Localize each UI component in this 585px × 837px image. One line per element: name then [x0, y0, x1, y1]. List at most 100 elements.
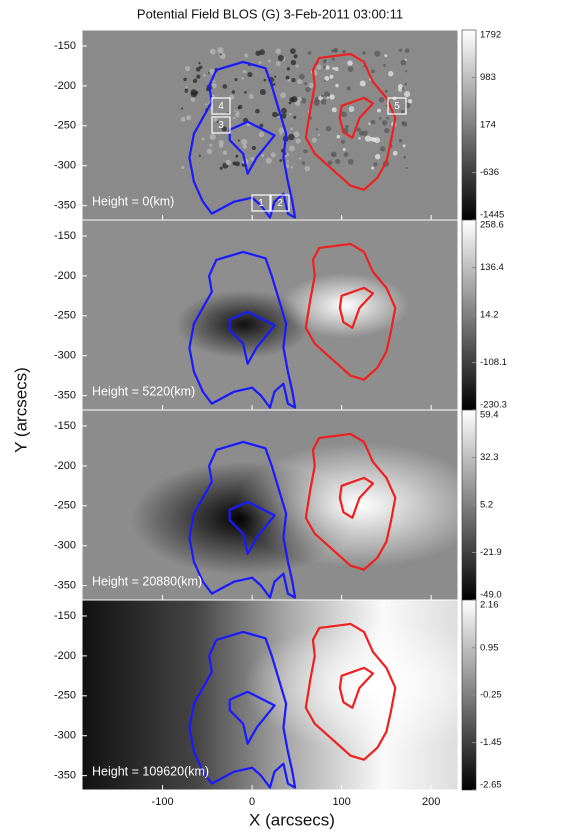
image-speck	[263, 78, 267, 82]
contour	[304, 52, 397, 191]
colorbar-label: -49.0	[480, 590, 502, 601]
y-tick-label: -200	[54, 460, 76, 472]
image-speck	[402, 121, 408, 127]
colorbar-label: 0.95	[480, 642, 499, 653]
contour	[304, 242, 397, 381]
image-speck	[358, 130, 365, 136]
y-tick-label: -150	[54, 40, 76, 52]
image-speck	[371, 166, 375, 170]
colorbar-label: -636	[480, 167, 499, 178]
x-tick-label: 200	[422, 796, 440, 808]
image-speck	[258, 131, 265, 138]
image-speck	[404, 48, 410, 54]
image-speck	[288, 145, 295, 152]
image-speck	[333, 48, 337, 53]
image-speck	[234, 77, 238, 82]
image-speck	[362, 65, 365, 68]
image-speck	[209, 48, 216, 55]
image-speck	[377, 108, 381, 113]
image-speck	[202, 74, 206, 77]
y-tick-label: -300	[54, 540, 76, 552]
image-speck	[296, 96, 302, 103]
image-speck	[315, 128, 319, 131]
image-speck	[336, 134, 341, 139]
image-speck	[334, 66, 339, 72]
height-label: Height = 0(km)	[92, 194, 174, 208]
image-speck	[275, 48, 282, 55]
image-speck	[331, 107, 337, 113]
image-speck	[260, 154, 265, 158]
image-speck	[293, 54, 298, 59]
image-speck	[204, 103, 207, 106]
image-speck	[242, 144, 248, 149]
image-speck	[364, 135, 372, 142]
image-speck	[201, 137, 205, 141]
image-speck	[398, 48, 403, 52]
image-speck	[251, 145, 256, 151]
image	[82, 30, 458, 220]
image-speck	[250, 157, 255, 161]
image-speck	[219, 166, 223, 170]
image-speck	[331, 57, 335, 61]
image-speck	[290, 166, 294, 169]
chart-title: Potential Field BLOS (G) 3-Feb-2011 03:0…	[137, 6, 403, 21]
colorbar-label: 983	[480, 72, 496, 83]
image-speck	[180, 116, 186, 122]
y-tick-label: -150	[54, 610, 76, 622]
x-tick-label: 0	[249, 796, 255, 808]
image-speck	[348, 106, 355, 112]
image-speck	[244, 90, 247, 94]
image-speck	[373, 162, 378, 167]
image-speck	[343, 152, 349, 158]
image-speck	[392, 150, 398, 156]
image-speck	[368, 122, 371, 125]
image-speck	[383, 64, 387, 67]
contour	[188, 60, 297, 219]
image-speck	[237, 139, 240, 142]
image-speck	[335, 83, 339, 88]
panel	[82, 410, 458, 600]
image-speck	[274, 75, 277, 78]
image-speck	[290, 59, 297, 66]
image-speck	[329, 74, 334, 79]
image-speck	[198, 62, 201, 65]
image-speck	[186, 115, 192, 121]
image-speck	[279, 132, 282, 136]
image-speck	[181, 107, 184, 110]
image-speck	[275, 61, 281, 67]
image-speck	[181, 165, 185, 169]
image-speck	[347, 66, 354, 73]
image-speck	[248, 93, 254, 99]
contour	[338, 286, 375, 329]
box	[251, 194, 271, 212]
image-speck	[342, 147, 346, 152]
image-speck	[371, 69, 375, 74]
contour	[228, 500, 276, 555]
colorbar-label: -230.3	[480, 400, 507, 411]
y-tick-label: -250	[54, 310, 76, 322]
colorbar-label: -108.1	[480, 357, 507, 368]
image-speck	[378, 96, 385, 103]
box	[270, 194, 290, 212]
image-speck	[286, 160, 289, 163]
image-speck	[209, 143, 213, 147]
image-speck	[259, 88, 266, 96]
image-speck	[311, 137, 317, 143]
image-speck	[323, 91, 331, 98]
image-speck	[342, 50, 346, 54]
image-speck	[235, 154, 239, 158]
image-speck	[407, 98, 413, 104]
contour	[188, 440, 297, 599]
image-speck	[206, 148, 213, 155]
y-tick-label: -150	[54, 420, 76, 432]
colorbar-label: 2.16	[480, 600, 499, 611]
image-speck	[270, 152, 276, 158]
image-speck	[211, 83, 217, 89]
image-speck	[299, 157, 302, 160]
image-speck	[346, 86, 351, 91]
image-speck	[225, 159, 231, 166]
image-speck	[241, 77, 245, 80]
image-speck	[288, 133, 295, 141]
image-speck	[232, 116, 236, 120]
colorbar-label: 5.2	[480, 500, 493, 511]
